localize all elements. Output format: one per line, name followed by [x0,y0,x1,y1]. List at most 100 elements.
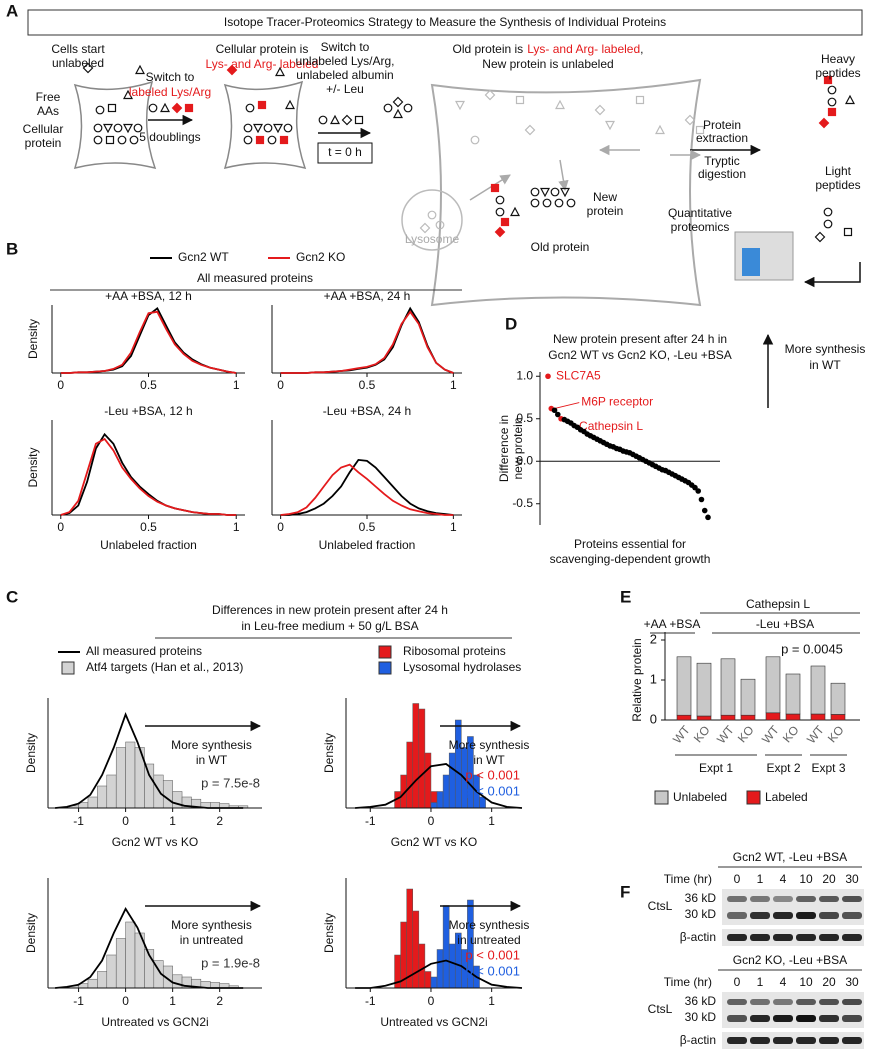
label: WT [759,722,782,746]
symbol [827,107,837,117]
point [701,507,708,514]
symbol [427,210,437,220]
histogram-bar [430,802,438,809]
label: Gcn2 WT vs KO [391,835,477,849]
instrument-panel [742,248,760,276]
point [551,407,558,414]
label: Differences in new protein present after… [212,603,448,617]
symbol [495,195,505,205]
label: More synthesis [171,918,252,932]
lysosome [401,189,463,251]
symbol [843,227,853,237]
symbol [93,123,103,133]
label: in Leu-free medium + 50 g/L BSA [241,619,418,633]
label: Gcn2 WT vs Gcn2 KO, -Leu +BSA [548,348,732,362]
label: Density [322,913,336,953]
label: 1 [488,814,495,828]
label: Cellular protein is [216,42,309,56]
label: Free [36,90,61,104]
symbol [530,187,540,197]
label: 2 [216,814,223,828]
state-text-part: Old protein is [452,42,523,56]
label: 1 [169,994,176,1008]
label: +AA +BSA, 12 h [105,289,192,303]
symbol [500,217,510,227]
band [727,896,747,902]
label: Gcn2 KO, -Leu +BSA [733,953,847,967]
label: 0 [428,994,435,1008]
label: Cathepsin L [746,597,810,611]
label: Density [24,913,38,953]
leader [554,402,580,410]
symbol [133,123,143,133]
panel-letter: B [6,239,18,258]
label: 36 kD [685,994,717,1008]
label: Light [825,164,852,178]
label: -1 [365,994,376,1008]
label: Lysosome [405,232,460,246]
band [819,999,839,1005]
label: Untreated vs GCN2i [101,1015,208,1029]
histogram-bar [412,703,420,809]
point [545,373,551,380]
histogram-bar [406,741,414,809]
symbol [82,62,94,74]
label: 4 [780,975,787,989]
label: -Leu +BSA, 12 h [104,404,192,418]
histogram-bar [430,976,438,989]
symbol [184,103,194,113]
state-text-part: , [640,42,643,56]
label: New protein is unlabeled [482,57,613,71]
label: p = 7.5e-8 [201,775,260,790]
label: WT [714,722,737,746]
symbol [255,135,265,145]
label: 0.5 [140,378,157,392]
symbol [524,124,536,136]
symbol [655,124,665,135]
label: 1 [233,378,240,392]
band [842,999,862,1005]
symbol [827,85,837,95]
density-curve [280,310,454,374]
label: 2 [216,994,223,1008]
histogram-bar [125,741,136,809]
label: +/- Leu [326,82,364,96]
cell [73,80,157,170]
panel-letter: C [6,587,18,606]
label: unlabeled Lys/Arg, [296,54,395,68]
histogram-bar [106,954,117,989]
panel-letter: E [620,587,631,606]
label: β-actin [680,930,716,944]
symbol [566,198,576,208]
label: More synthesis [449,918,530,932]
symbol [490,183,500,193]
band [773,912,793,919]
band [842,912,862,919]
band [750,912,770,919]
density-curve [60,307,237,374]
symbol [560,187,570,198]
histogram-bar [448,752,456,809]
band [842,896,862,902]
label: KO [735,723,757,745]
label: New [593,190,617,204]
symbol [510,206,520,217]
label: Unlabeled [673,790,727,804]
symbol [160,102,170,113]
symbol [419,222,431,234]
band [750,1015,770,1022]
label: in WT [473,753,505,767]
symbol [263,123,273,133]
symbol [494,226,506,238]
label: M6P receptor [581,395,653,409]
label: 10 [799,975,813,989]
label: Expt 1 [699,761,733,775]
label: CtsL [648,1002,673,1016]
label: -1 [73,814,84,828]
band [796,999,816,1005]
label: Lysosomal hydrolases [403,660,521,674]
symbol [279,135,289,145]
label: unlabeled [52,56,104,70]
bar-segment [830,682,846,715]
